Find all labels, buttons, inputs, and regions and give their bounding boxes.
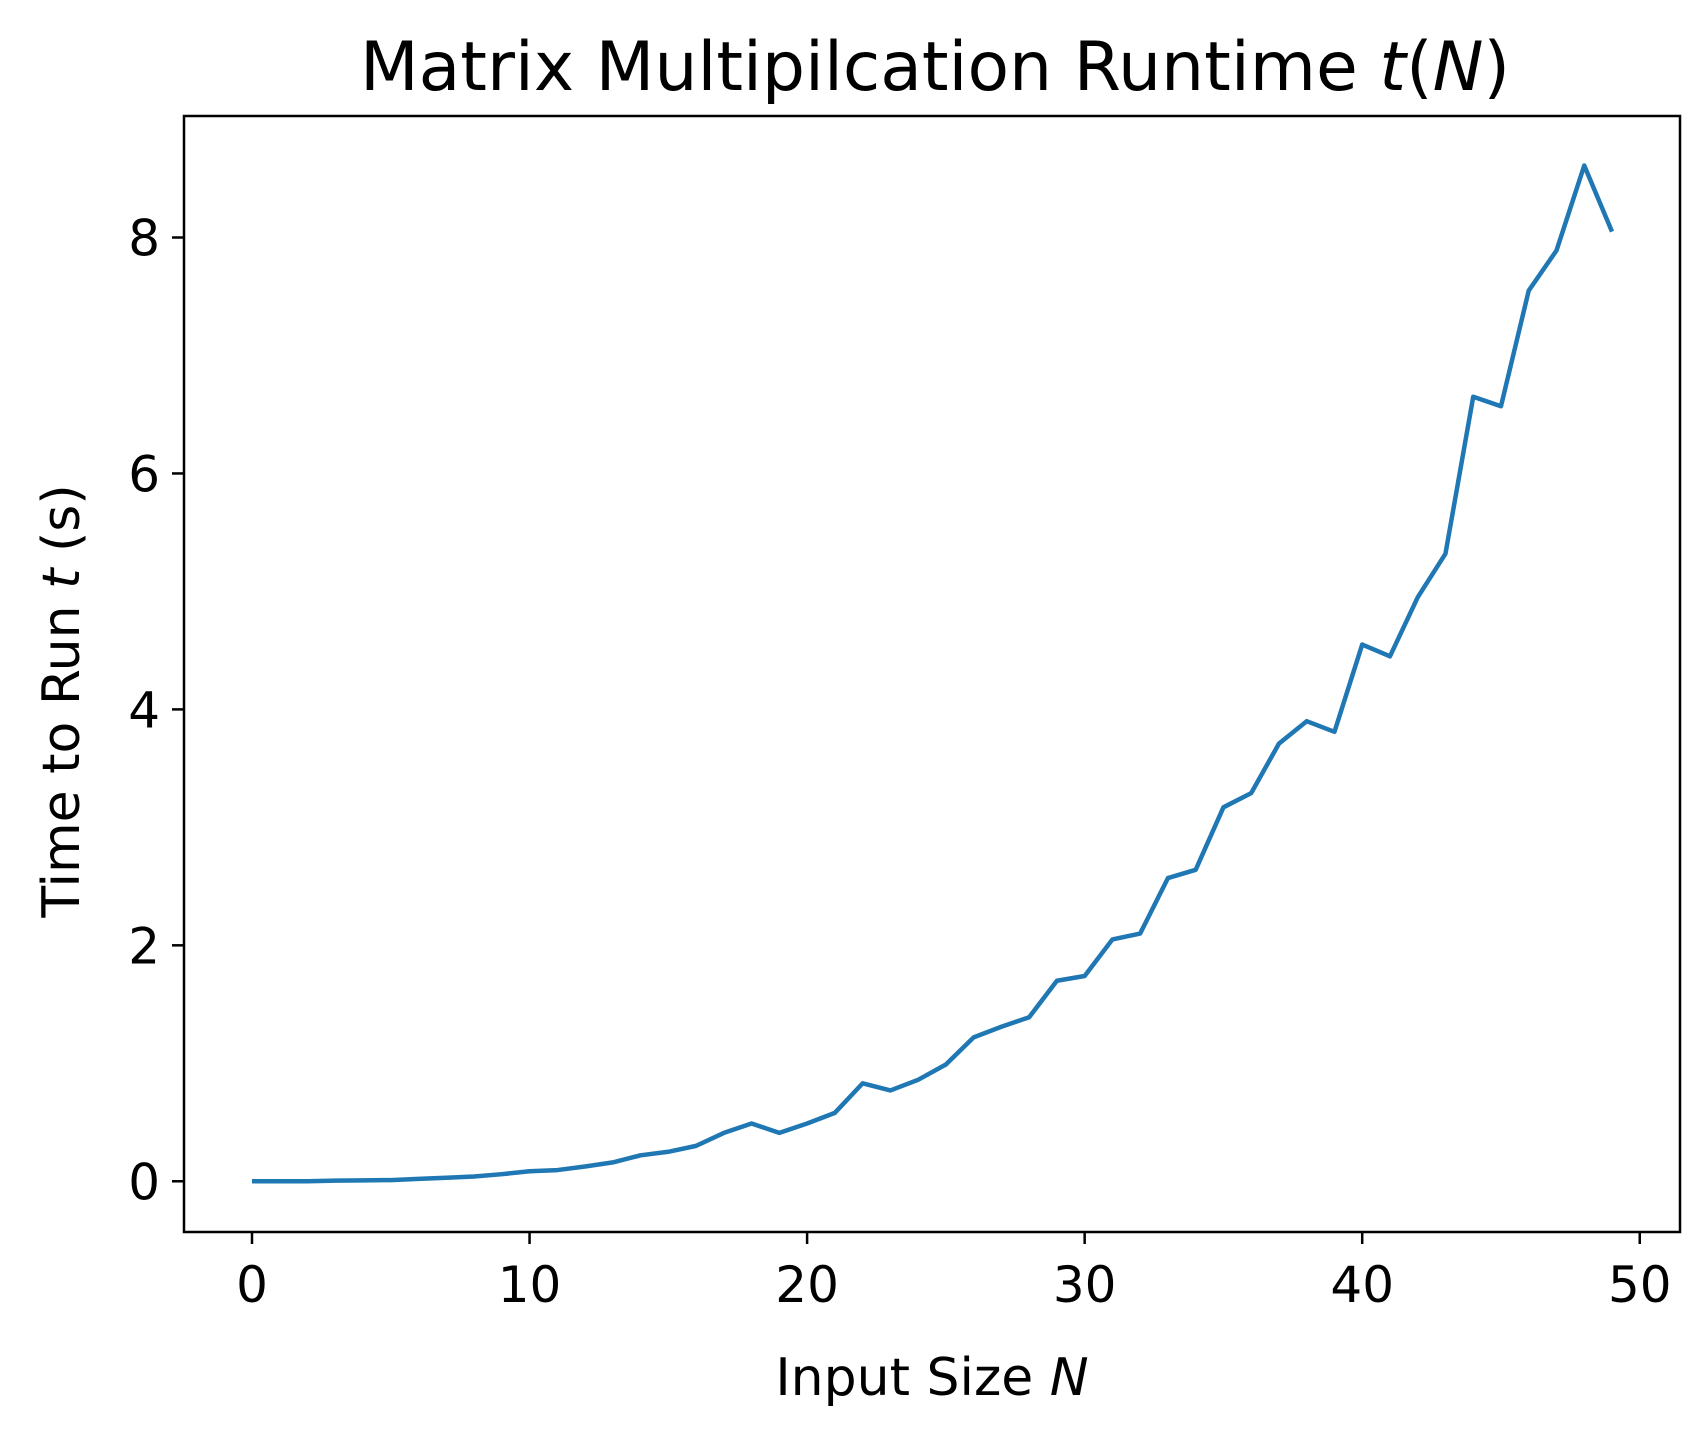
y-axis-ticks: 0 2 4 6 8 <box>128 210 184 1211</box>
y-tick-label: 8 <box>128 210 160 268</box>
plot-frame <box>182 114 1682 1234</box>
chart-title: Matrix Multipilcation Runtime t(N) <box>360 28 1510 107</box>
y-tick-label: 4 <box>128 681 160 739</box>
y-tick-label: 6 <box>128 445 160 503</box>
x-axis-ticks: 0 10 20 30 40 50 <box>236 1232 1672 1314</box>
x-tick-label: 0 <box>236 1256 268 1314</box>
x-tick-label: 40 <box>1330 1256 1394 1314</box>
x-tick-label: 50 <box>1608 1256 1672 1314</box>
x-tick-label: 30 <box>1053 1256 1117 1314</box>
y-tick-label: 0 <box>128 1153 160 1211</box>
x-tick-label: 10 <box>498 1256 562 1314</box>
y-axis-label: Time to Run t (s) <box>32 484 92 918</box>
series-line <box>252 163 1615 1184</box>
y-tick-label: 2 <box>128 917 160 975</box>
x-axis-label: Input Size N <box>775 1348 1088 1408</box>
x-tick-label: 20 <box>775 1256 839 1314</box>
